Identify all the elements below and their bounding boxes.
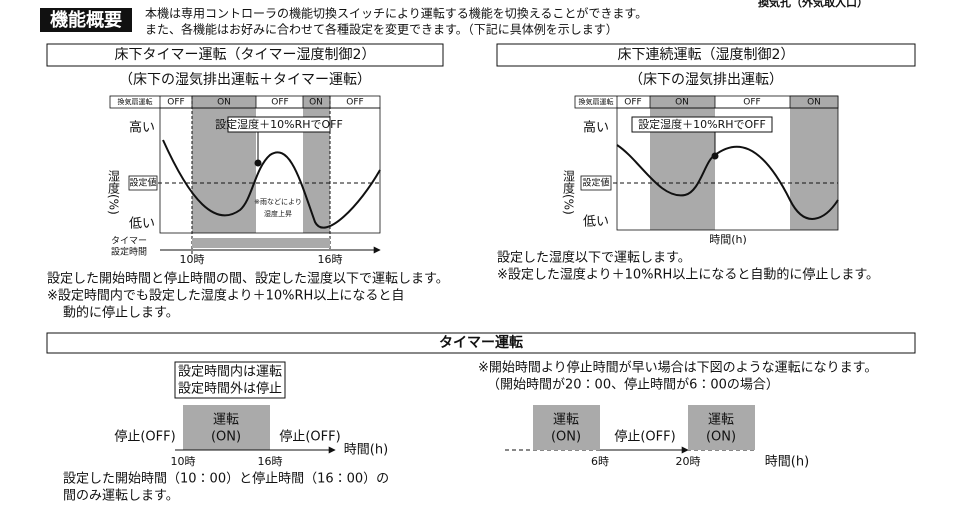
- badge-bg: [40, 8, 132, 32]
- callout-box: [227, 116, 331, 133]
- on-block: [688, 405, 755, 450]
- state: ON: [807, 98, 821, 108]
- state: ON: [309, 98, 323, 108]
- panel-subtitle: （床下の湿気排出運転）: [629, 72, 783, 88]
- on-label: (ON): [551, 430, 581, 445]
- off-label: 停止(OFF): [279, 430, 340, 445]
- x-label: 時間(h): [709, 233, 747, 246]
- status-label: 換気扇運転: [579, 97, 614, 106]
- start-time: 10時: [171, 455, 196, 468]
- state: OFF: [346, 98, 363, 108]
- on-label: (ON): [211, 430, 241, 445]
- plot-frame: [616, 107, 839, 231]
- start-time: 20時: [676, 455, 701, 468]
- low-label: 低い: [583, 215, 609, 230]
- panel-title-box: [46, 43, 444, 67]
- timer-label: 設定時間: [111, 247, 147, 258]
- badge: 機能概要: [50, 9, 122, 31]
- x-label: 時間(h): [765, 455, 809, 470]
- high-label: 高い: [129, 120, 155, 136]
- section-note: 間のみ運転します。: [63, 489, 179, 504]
- note: ※雨などにより: [254, 198, 302, 206]
- y-label: 湿度(%): [107, 169, 121, 215]
- off-label: 停止(OFF): [614, 430, 675, 445]
- section-title-box: [46, 332, 916, 354]
- x-label: 時間(h): [344, 443, 388, 458]
- intro-line: また、各機能はお好みに合わせて各種設定を変更できます。（下記に具体例を示します）: [145, 22, 618, 37]
- end-time: 16時: [258, 455, 283, 468]
- y-label: 湿度(%): [562, 169, 576, 215]
- setpoint-box: [580, 175, 612, 191]
- low-label: 低い: [129, 217, 155, 232]
- on-label: (ON): [706, 430, 736, 445]
- state: OFF: [167, 98, 184, 108]
- on-block: [533, 405, 600, 450]
- note: 湿度上昇: [264, 209, 292, 218]
- off-point: [711, 152, 719, 160]
- timer-bar: [192, 238, 330, 248]
- on-label: 運転: [213, 413, 239, 428]
- panel-title-box: [496, 43, 916, 67]
- section-note: 設定した開始時間（10：00）と停止時間（16：00）の: [63, 472, 389, 487]
- state: OFF: [743, 98, 760, 108]
- rule: 設定時間外は停止: [178, 382, 282, 397]
- panel-title: 床下タイマー運転（タイマー湿度制御2）: [115, 47, 376, 63]
- start-time: 10時: [180, 253, 205, 266]
- status-label: 換気扇運転: [118, 97, 153, 106]
- state: OFF: [624, 98, 641, 108]
- on-block: [183, 405, 270, 450]
- state: OFF: [271, 98, 288, 108]
- end-time: 6時: [591, 455, 609, 468]
- off-point: [254, 159, 262, 167]
- section-title: タイマー運転: [439, 334, 523, 351]
- corner-text: 換気孔（外気取入口）: [758, 0, 868, 9]
- state: ON: [217, 98, 231, 108]
- callout: 設定湿度＋10%RHでOFF: [638, 118, 766, 131]
- off-label: 停止(OFF): [114, 430, 175, 445]
- note-bg: [256, 194, 300, 222]
- panel-note: 設定した湿度以下で運転します。: [497, 250, 691, 266]
- panel-title: 床下連続運転（湿度制御2）: [618, 46, 795, 63]
- rule-box: [174, 361, 286, 399]
- on-label: 運転: [553, 413, 579, 428]
- setpoint-label: 設定値: [129, 177, 156, 189]
- panel-note: 設定した開始時間と停止時間の間、設定した湿度以下で運転します。: [47, 271, 449, 287]
- end-time: 16時: [318, 253, 343, 266]
- setpoint-label: 設定値: [582, 177, 609, 189]
- on-label: 運転: [708, 413, 734, 428]
- high-label: 高い: [583, 120, 609, 136]
- rule: 設定時間内は運転: [178, 364, 282, 380]
- state: ON: [675, 98, 689, 108]
- callout: 設定湿度＋10%RHでOFF: [215, 118, 343, 131]
- panel-note: 動的に停止します。: [63, 305, 179, 321]
- humidity-curve: [162, 139, 381, 229]
- timer-label: タイマー: [111, 236, 147, 247]
- intro-line: 本機は専用コントローラの機能切換スイッチにより運転する機能を切換えることができま…: [145, 6, 647, 21]
- panel-note: ※設定した湿度より＋10%RH以上になると自動的に停止します。: [497, 267, 879, 283]
- panel-note: ※設定時間内でも設定した湿度より＋10%RH以上になると自: [47, 288, 404, 304]
- section-note: ※開始時間より停止時間が早い場合は下図のような運転になります。: [478, 361, 877, 376]
- section-note: （開始時間が20：00、停止時間が6：00の場合）: [487, 378, 779, 393]
- setpoint-box: [128, 175, 158, 191]
- panel-subtitle: （床下の湿気排出運転＋タイマー運転）: [119, 72, 371, 88]
- callout-box: [631, 116, 773, 133]
